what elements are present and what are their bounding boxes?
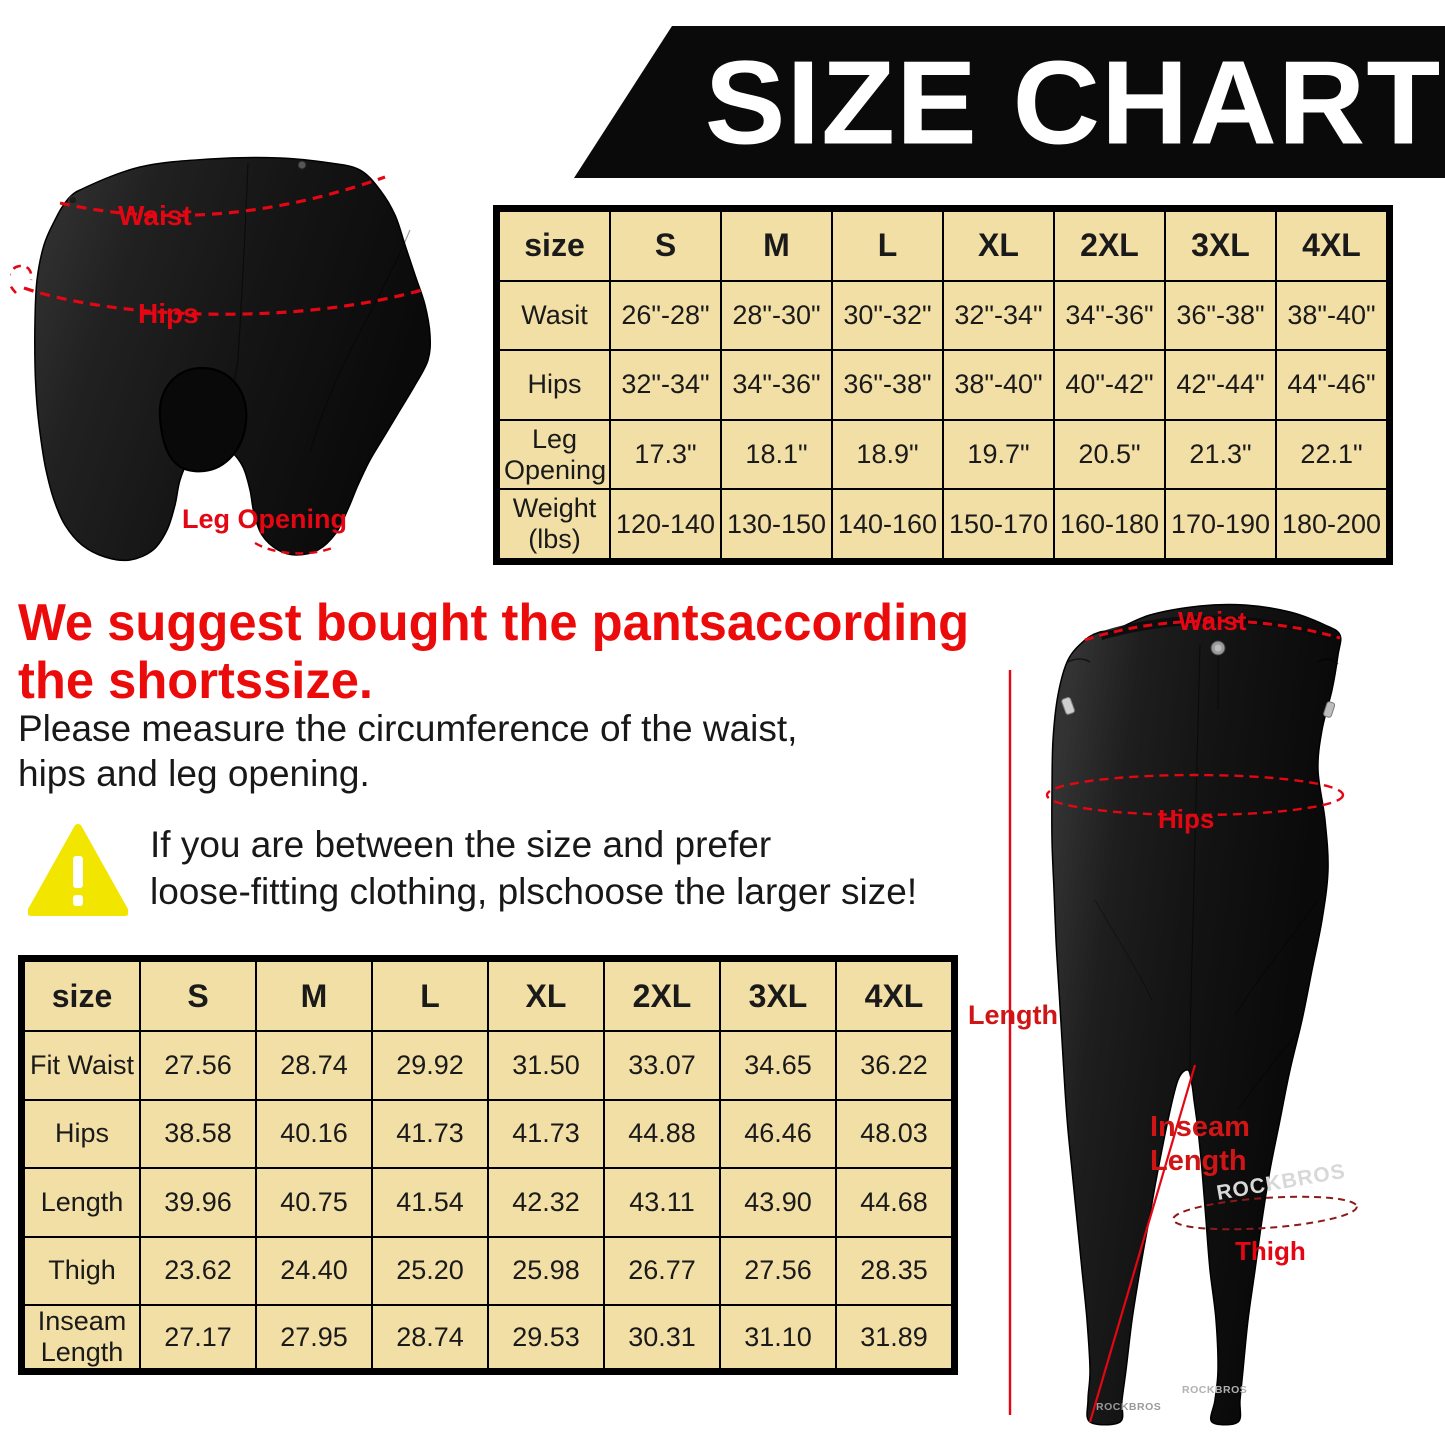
svg-text:Leg Opening: Leg Opening bbox=[182, 504, 347, 534]
svg-text:Thigh: Thigh bbox=[1235, 1236, 1306, 1266]
svg-text:Hips: Hips bbox=[138, 298, 199, 329]
svg-text:Waist: Waist bbox=[1178, 606, 1247, 636]
svg-text:Hips: Hips bbox=[1158, 804, 1214, 834]
svg-text:ROCKBROS: ROCKBROS bbox=[1096, 1401, 1161, 1413]
svg-text:ROCKBROS: ROCKBROS bbox=[1182, 1384, 1247, 1396]
svg-text:Waist: Waist bbox=[118, 200, 192, 231]
